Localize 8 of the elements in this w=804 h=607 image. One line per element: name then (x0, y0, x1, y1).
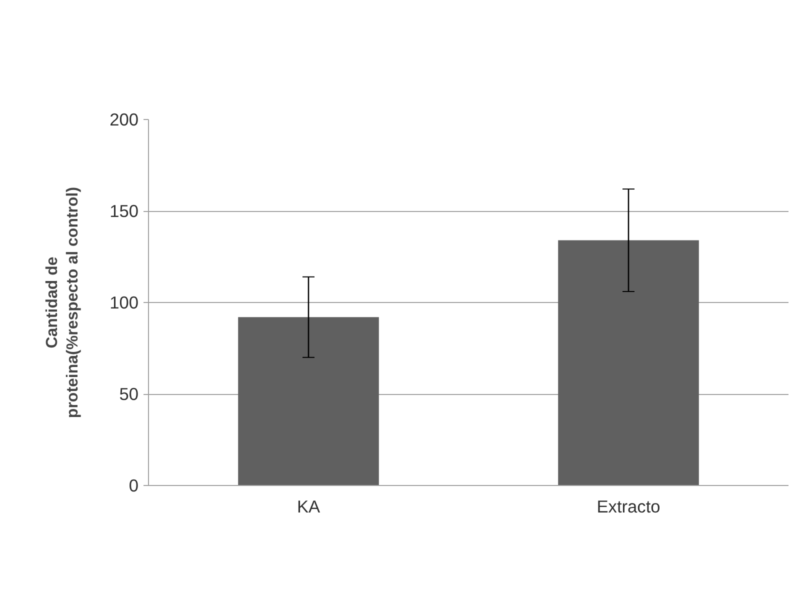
y-tick-label: 50 (119, 384, 139, 404)
y-tick-label: 200 (110, 110, 139, 130)
x-tick-label: KA (296, 496, 320, 516)
x-tick-label: Extracto (596, 496, 660, 516)
y-tick-label: 150 (110, 201, 139, 221)
y-tick-label: 100 (110, 292, 139, 312)
y-tick-label: 0 (128, 476, 139, 496)
y-axis-title: Cantidad de proteina(%respecto al control) (44, 186, 82, 418)
